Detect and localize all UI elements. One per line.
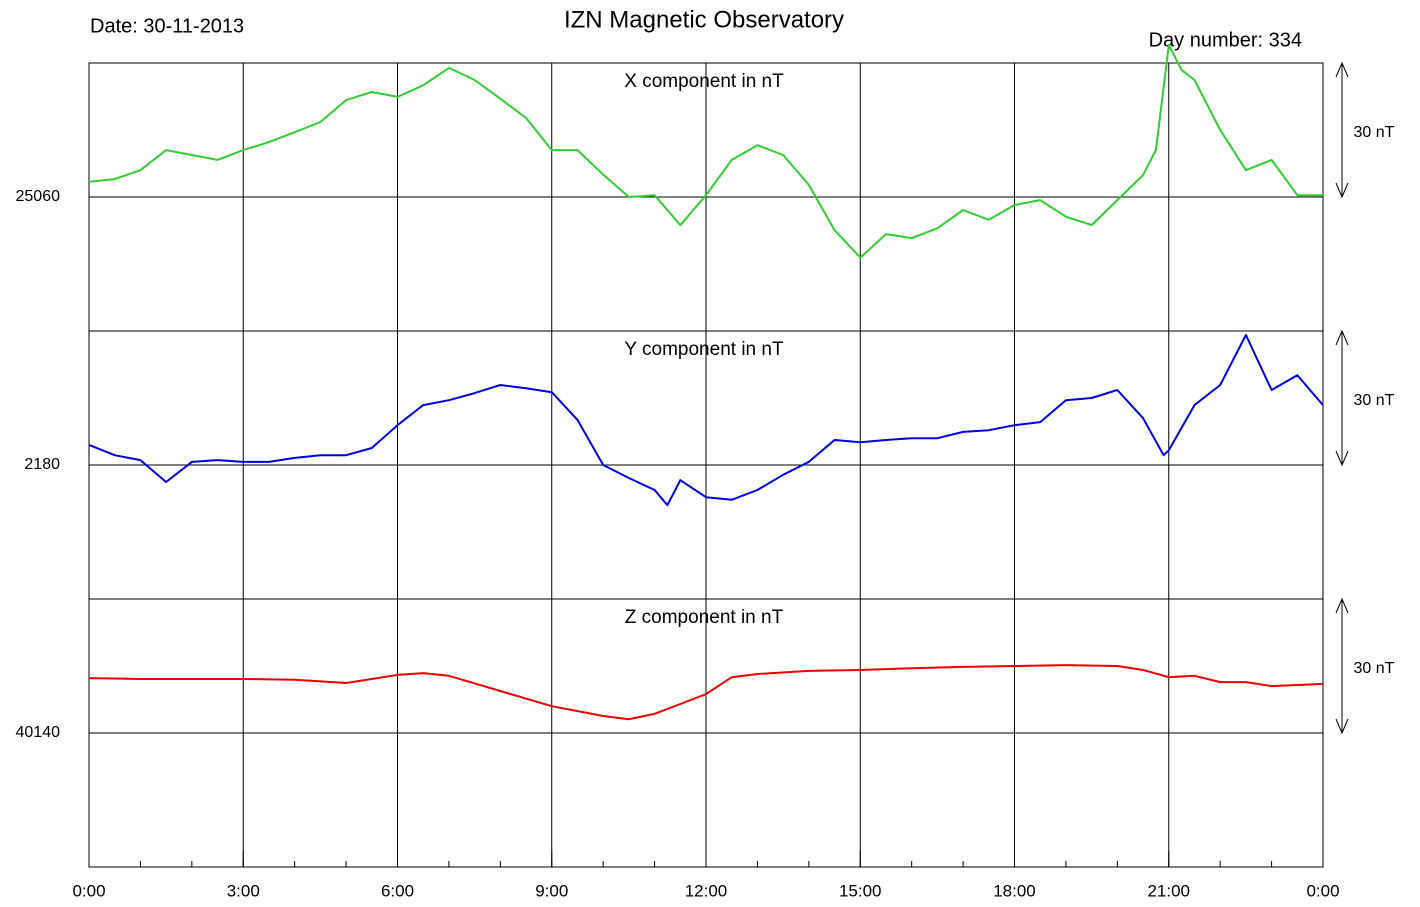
scale-arrow — [1335, 597, 1349, 735]
scale-label: 30 nT — [1354, 392, 1395, 409]
date: Date: 30-11-2013 — [90, 15, 244, 37]
y-tick-label: 40140 — [16, 724, 61, 741]
x-tick-label: 18:00 — [993, 881, 1036, 900]
x-tick-label: 0:00 — [72, 881, 105, 900]
panel-title: Y component in nT — [624, 339, 784, 360]
x-tick-label: 12:00 — [685, 881, 728, 900]
x-tick-label: 6:00 — [381, 881, 414, 900]
y-tick-label: 25060 — [16, 188, 61, 205]
day-number: Day number: 334 — [1149, 29, 1302, 51]
scale-arrow — [1335, 329, 1349, 467]
x-tick-label: 3:00 — [227, 881, 260, 900]
panel-title: X component in nT — [624, 71, 784, 92]
panel-title: Z component in nT — [625, 607, 784, 628]
data-line — [88, 664, 1324, 721]
data-line — [88, 44, 1323, 259]
scale-label: 30 nT — [1354, 660, 1395, 677]
x-tick-label: 0:00 — [1306, 881, 1339, 900]
scale-label: 30 nT — [1354, 124, 1395, 141]
x-tick-label: 21:00 — [1147, 881, 1190, 900]
y-tick-label: 2180 — [24, 456, 60, 473]
scale-arrow — [1335, 61, 1349, 199]
x-tick-label: 9:00 — [535, 881, 568, 900]
chart-title: IZN Magnetic Observatory — [564, 6, 844, 33]
x-tick-label: 15:00 — [839, 881, 882, 900]
data-line — [88, 334, 1324, 507]
